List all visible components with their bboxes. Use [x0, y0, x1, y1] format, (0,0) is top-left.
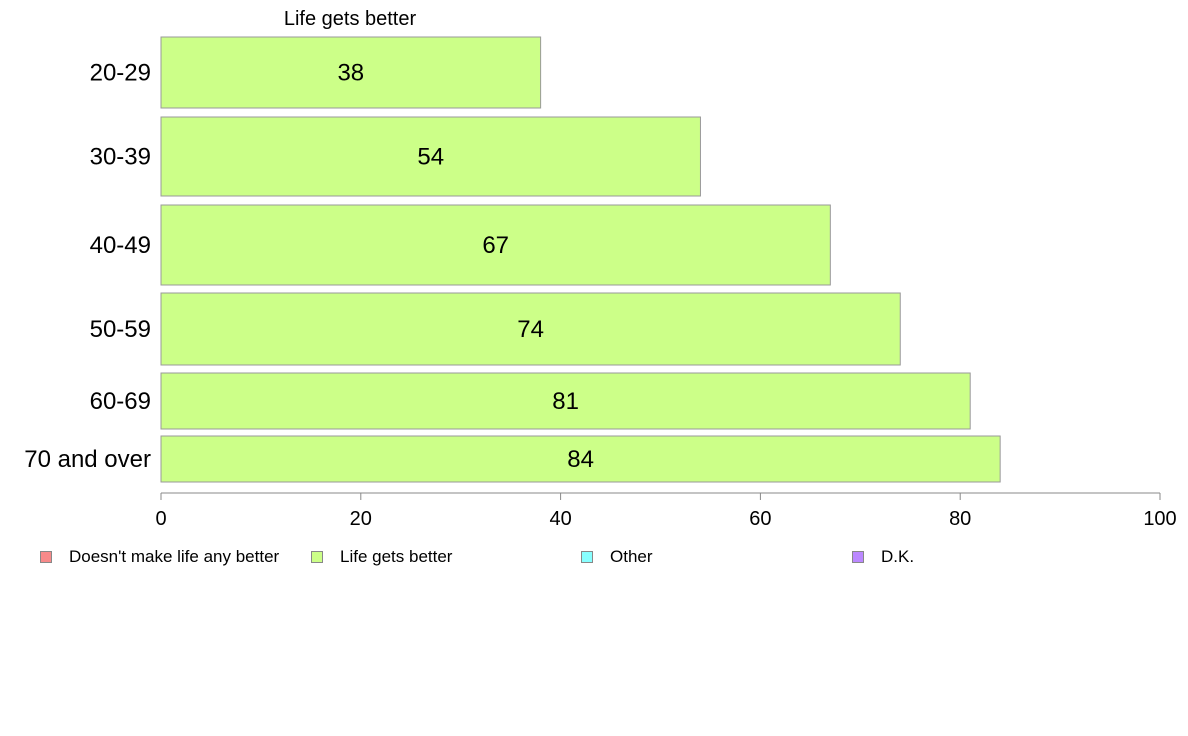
legend-swatch-doesnt-make-better	[40, 551, 52, 563]
legend-label-life-gets-better: Life gets better	[340, 547, 453, 566]
category-label: 30-39	[90, 144, 151, 171]
legend-swatch-dk	[852, 551, 864, 563]
category-label: 70 and over	[24, 446, 151, 473]
legend-item-life-gets-better: Life gets better	[311, 546, 452, 568]
bar	[160, 36, 542, 109]
x-tick-label: 0	[155, 508, 166, 530]
legend-item-dk: D.K.	[852, 546, 914, 568]
legend-label-dk: D.K.	[881, 547, 915, 566]
bar	[160, 372, 971, 430]
bar	[160, 435, 1001, 483]
bar	[160, 204, 831, 286]
bar-value-label: 81	[552, 388, 579, 415]
legend: Doesn't make life any better Life gets b…	[40, 546, 1140, 570]
bar-value-label: 38	[337, 60, 364, 87]
legend-item-other: Other	[581, 546, 653, 568]
bar-value-label: 74	[517, 316, 544, 343]
bar	[160, 116, 701, 197]
legend-label-doesnt-make-better: Doesn't make life any better	[69, 547, 280, 566]
x-tick-label: 80	[949, 508, 971, 530]
category-labels: 20-29 30-39 40-49 50-59 60-69 70 and over	[24, 60, 151, 474]
category-label: 20-29	[90, 60, 151, 87]
category-label: 40-49	[90, 232, 151, 259]
x-tick-label: 40	[549, 508, 571, 530]
x-tick-label: 60	[749, 508, 771, 530]
segment-title: Life gets better	[284, 8, 417, 30]
bar-value-label: 84	[567, 446, 594, 473]
x-tick-label: 100	[1143, 508, 1176, 530]
legend-label-other: Other	[610, 547, 653, 566]
bar-value-label: 67	[482, 232, 509, 259]
x-tick-label: 20	[350, 508, 372, 530]
legend-swatch-life-gets-better	[311, 551, 323, 563]
bars-layer: 38 54 67 74 81 84	[160, 36, 1001, 483]
bar	[160, 292, 901, 366]
x-axis: 0 20 40 60 80 100	[155, 492, 1177, 530]
category-label: 60-69	[90, 388, 151, 415]
legend-item-doesnt-make-better: Doesn't make life any better	[40, 546, 279, 568]
legend-swatch-other	[581, 551, 593, 563]
bar-value-label: 54	[417, 144, 444, 171]
category-label: 50-59	[90, 316, 151, 343]
